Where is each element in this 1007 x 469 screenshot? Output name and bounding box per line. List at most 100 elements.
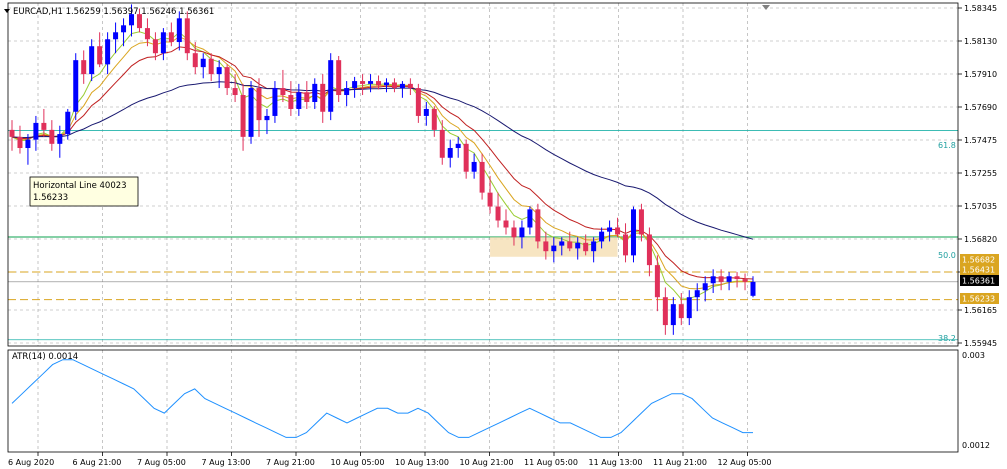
price-axis-label: 1.55945 xyxy=(964,339,997,348)
price-axis-label: 1.57910 xyxy=(964,70,997,79)
candle-body xyxy=(192,53,198,68)
price-tag-4: 1.56233 xyxy=(960,293,999,304)
candle-body xyxy=(240,95,246,137)
candle-body xyxy=(678,304,684,319)
candle-body xyxy=(296,92,302,109)
price-axis-label: 1.58130 xyxy=(964,37,997,46)
price-axis-label: 1.56820 xyxy=(964,235,997,244)
price-tag-2: 1.56431 xyxy=(960,264,999,275)
time-axis-label: 10 Aug 21:00 xyxy=(460,458,514,467)
candle-body xyxy=(391,82,397,89)
atr-label: ATR(14) 0.0014 xyxy=(12,352,78,362)
candle-body xyxy=(615,227,621,235)
candle-body xyxy=(734,276,740,280)
atr-axis-bottom: 0.0012 xyxy=(962,441,990,450)
svg-text:1.56431: 1.56431 xyxy=(962,266,995,275)
candle-body xyxy=(479,161,485,193)
candle-body xyxy=(288,95,294,109)
fib-618-label: 61.8 xyxy=(938,141,956,150)
candle-body xyxy=(439,129,445,158)
chart-shift-marker-icon[interactable] xyxy=(762,5,770,10)
price-axis-label: 1.57690 xyxy=(964,103,997,112)
candle-body xyxy=(415,88,421,116)
time-axis-label: 11 Aug 05:00 xyxy=(524,458,578,467)
fib-382-label: 38.2 xyxy=(938,334,956,343)
candle-body xyxy=(710,276,716,284)
candle-body xyxy=(81,60,87,75)
candle-body xyxy=(89,46,95,75)
candle-body xyxy=(575,242,581,249)
svg-text:1.56361: 1.56361 xyxy=(962,277,995,286)
atr-frame xyxy=(7,349,959,453)
candle-body xyxy=(567,241,573,249)
candle-body xyxy=(248,88,254,137)
candle-body xyxy=(208,58,214,75)
candle-body xyxy=(176,18,182,43)
candle-body xyxy=(495,206,501,221)
price-axis-label: 1.57475 xyxy=(964,136,997,145)
candle-body xyxy=(487,192,493,207)
price-axis-label: 1.57255 xyxy=(964,169,997,178)
ma-slow-line xyxy=(11,46,754,280)
ma-mid-line xyxy=(11,36,753,290)
candle-body xyxy=(670,304,676,326)
candle-body xyxy=(73,60,79,112)
candle-body xyxy=(144,28,150,40)
time-axis-label: 10 Aug 05:00 xyxy=(331,458,385,467)
candle-body xyxy=(463,143,469,172)
axes: 1.58345 1.58130 1.57910 1.57690 1.57475 1.572… xyxy=(7,2,997,467)
candle-body xyxy=(328,60,334,112)
candle-body xyxy=(312,83,318,102)
candle-body xyxy=(718,276,724,282)
candle-body xyxy=(694,290,700,298)
candle-body xyxy=(368,81,374,84)
candle-body xyxy=(97,46,103,65)
symbol-info: EURCAD,H1 1.56259 1.56397 1.56246 1.5636… xyxy=(13,7,214,17)
atr-axis-top: 0.003 xyxy=(962,351,985,360)
candle-body xyxy=(431,108,437,130)
main-frame xyxy=(7,2,959,347)
candle-body xyxy=(686,297,692,319)
atr-line xyxy=(11,359,753,438)
candle-body xyxy=(623,234,629,256)
time-axis-label: 7 Aug 21:00 xyxy=(266,458,315,467)
candle-body xyxy=(654,265,660,298)
candle-body xyxy=(33,122,39,140)
candle-body xyxy=(376,81,382,86)
candle-body xyxy=(503,220,509,228)
candle-body xyxy=(455,143,461,149)
time-axis-label: 7 Aug 05:00 xyxy=(137,458,186,467)
candle-body xyxy=(551,245,557,252)
candle-body xyxy=(105,39,111,65)
candle-body xyxy=(559,241,565,246)
candle-body xyxy=(407,83,413,89)
candle-body xyxy=(630,209,636,256)
candle-body xyxy=(280,88,286,96)
candle-body xyxy=(216,67,222,75)
candles xyxy=(9,4,756,335)
candle-body xyxy=(471,161,477,172)
candle-body xyxy=(527,209,533,228)
ma-long-line xyxy=(11,81,754,240)
candle-body xyxy=(447,148,453,158)
candle-body xyxy=(272,88,278,116)
symbol-menu-icon[interactable] xyxy=(4,9,10,13)
candle-body xyxy=(9,129,15,137)
price-axis-label: 1.57035 xyxy=(964,202,997,211)
moving-averages xyxy=(11,31,754,300)
candle-body xyxy=(336,60,342,96)
candle-body xyxy=(160,32,166,54)
candle-body xyxy=(200,58,206,68)
candle-body xyxy=(65,111,71,135)
candle-body xyxy=(535,209,541,242)
candle-body xyxy=(49,129,55,144)
time-axis-label: 7 Aug 13:00 xyxy=(202,458,251,467)
candle-body xyxy=(360,81,366,84)
time-axis-label: 6 Aug 2020 xyxy=(8,458,54,467)
price-tag-current: 1.56361 xyxy=(960,275,999,286)
candle-body xyxy=(129,14,135,26)
time-axis-label: 10 Aug 13:00 xyxy=(395,458,449,467)
horizontal-levels xyxy=(8,130,958,341)
price-tag-1: 1.56682 xyxy=(960,254,999,265)
